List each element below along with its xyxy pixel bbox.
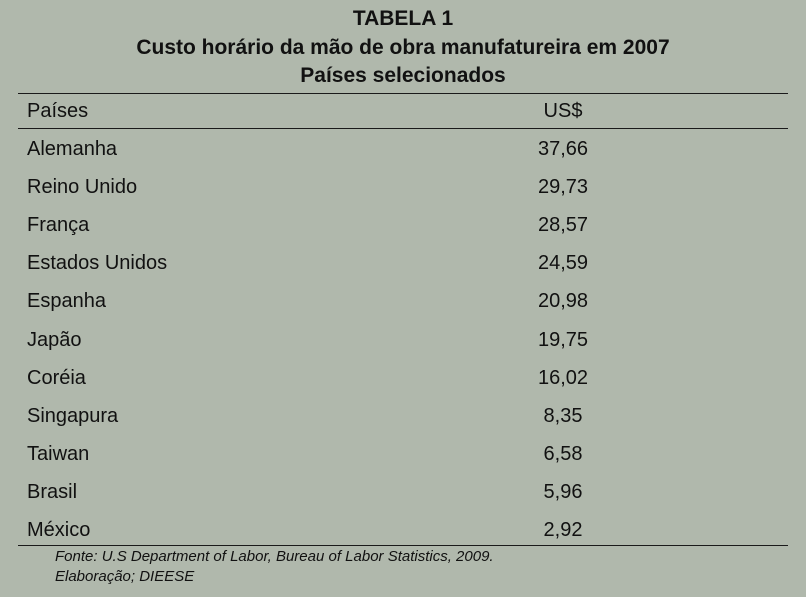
value-cell: 24,59: [537, 252, 589, 275]
value-cell: 16,02: [537, 366, 589, 389]
country-cell: Estados Unidos: [27, 252, 168, 275]
value-cell: 20,98: [537, 290, 589, 313]
top-rule: [18, 93, 788, 94]
country-cell: Taiwan: [27, 442, 90, 465]
value-cell: 6,58: [543, 442, 583, 465]
country-cell: Alemanha: [27, 138, 118, 160]
value-cell: 29,73: [537, 176, 589, 199]
table-subtitle: Custo horário da mão de obra manufaturei…: [136, 36, 670, 59]
value-cell: 8,35: [543, 404, 583, 427]
value-cell: 28,57: [537, 214, 589, 237]
country-cell: Reino Unido: [27, 176, 138, 199]
country-cell: Espanha: [27, 290, 106, 313]
value-cell: 2,92: [543, 519, 583, 541]
country-cell: Japão: [27, 328, 82, 351]
header-rule: [18, 128, 788, 129]
country-cell: Coréia: [27, 366, 86, 389]
column-header-value: US$: [543, 100, 583, 122]
bottom-rule: [18, 545, 788, 546]
credit-note: Elaboração; DIEESE: [55, 568, 195, 585]
table-subtitle-countries: Países selecionados: [300, 64, 506, 87]
country-cell: França: [27, 214, 90, 237]
country-cell: Singapura: [27, 404, 119, 427]
value-cell: 5,96: [543, 480, 583, 503]
table-title: TABELA 1: [352, 7, 454, 30]
value-cell: 37,66: [537, 138, 589, 160]
column-header-country: Países: [27, 100, 89, 122]
value-cell: 19,75: [537, 328, 589, 351]
source-note: Fonte: U.S Department of Labor, Bureau o…: [55, 548, 494, 565]
country-cell: Brasil: [27, 480, 78, 503]
country-cell: México: [27, 519, 91, 541]
